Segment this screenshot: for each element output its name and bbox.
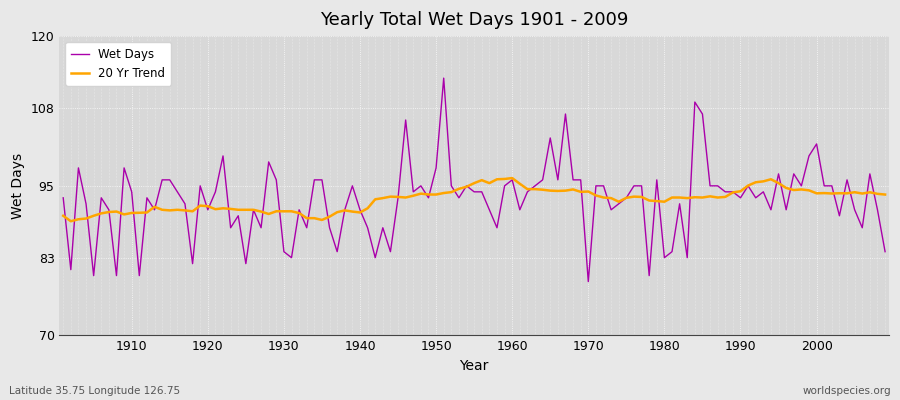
20 Yr Trend [339, 208, 350, 213]
Wet Days [438, 76, 449, 80]
Text: worldspecies.org: worldspecies.org [803, 386, 891, 396]
Line: 20 Yr Trend: 20 Yr Trend [63, 178, 885, 221]
Wet Days [879, 249, 890, 254]
Title: Yearly Total Wet Days 1901 - 2009: Yearly Total Wet Days 1901 - 2009 [320, 11, 628, 29]
20 Yr Trend [293, 211, 304, 216]
20 Yr Trend [522, 187, 533, 192]
Wet Days [507, 178, 517, 182]
20 Yr Trend [126, 210, 137, 215]
Wet Days [58, 196, 68, 200]
Wet Days [286, 255, 297, 260]
20 Yr Trend [58, 213, 68, 218]
20 Yr Trend [507, 176, 517, 180]
Wet Days [583, 279, 594, 284]
Wet Days [332, 249, 343, 254]
Text: Latitude 35.75 Longitude 126.75: Latitude 35.75 Longitude 126.75 [9, 386, 180, 396]
20 Yr Trend [515, 181, 526, 186]
X-axis label: Year: Year [460, 359, 489, 373]
20 Yr Trend [879, 192, 890, 197]
Wet Days [613, 202, 624, 206]
Legend: Wet Days, 20 Yr Trend: Wet Days, 20 Yr Trend [66, 42, 171, 86]
Line: Wet Days: Wet Days [63, 78, 885, 282]
20 Yr Trend [613, 199, 624, 204]
20 Yr Trend [66, 219, 77, 224]
Wet Days [119, 166, 130, 170]
Wet Days [515, 207, 526, 212]
Y-axis label: Wet Days: Wet Days [11, 153, 25, 219]
